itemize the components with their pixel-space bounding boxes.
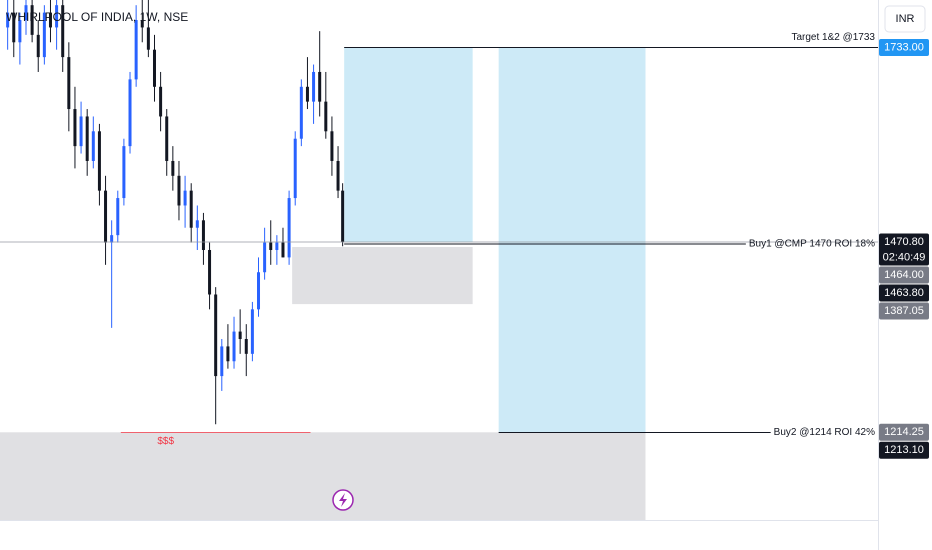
annotation-label: Buy1 @CMP 1470 ROI 18% [749, 239, 875, 250]
price-label: 1470.80 [884, 236, 924, 248]
candle-body [183, 190, 187, 206]
candle-body [171, 160, 175, 176]
candle-body [24, 5, 28, 21]
liquidity-label: $$$ [157, 436, 174, 447]
price-label-box [879, 38, 929, 56]
candle-body [324, 101, 328, 132]
candle-body [42, 12, 46, 58]
candle-body [341, 190, 345, 242]
price-label: 1733.00 [884, 41, 924, 53]
candle-body [263, 242, 267, 273]
candle-body [208, 249, 212, 295]
candle-body [140, 20, 144, 28]
price-label: 1464.00 [884, 269, 924, 281]
zone [0, 432, 646, 520]
candle-body [128, 79, 132, 147]
candle-body [189, 190, 193, 228]
price-label-box [879, 441, 929, 459]
candle-body [275, 242, 279, 250]
candle-body [104, 190, 108, 243]
candle-body [336, 160, 340, 191]
candle-body [226, 346, 230, 362]
candle-body [281, 242, 285, 258]
candle-body [232, 331, 236, 362]
price-label: 1213.10 [884, 444, 924, 456]
candle-body [299, 86, 303, 139]
candle-body [305, 86, 309, 102]
candle-body [195, 220, 199, 228]
candle-body [12, 12, 16, 43]
candle-body [18, 20, 22, 43]
candle-body [73, 109, 77, 147]
candle-body [134, 20, 138, 80]
candle-body [287, 198, 291, 258]
candle-body [79, 116, 83, 147]
price-label: 1214.25 [884, 426, 924, 438]
candle-body [146, 27, 150, 50]
axes: 1733.00 1470.80 02:40:49 1464.00 1463.80 1387… [879, 38, 929, 459]
candle-body [220, 346, 224, 377]
price-label: 1387.05 [884, 305, 924, 317]
price-label-box [879, 284, 929, 302]
annotations: $$$ Target 1&2 @1733 Buy1 @CMP 1470 ROI 18… [0, 32, 878, 447]
candle-body [165, 116, 169, 161]
candle-body [48, 12, 52, 28]
lightning-icon[interactable] [332, 489, 354, 511]
candle-body [201, 220, 205, 250]
zone [344, 47, 473, 242]
candle-body [250, 309, 254, 354]
price-label-box [879, 423, 929, 441]
chart-title: WHIRLPOOL OF INDIA, 1W, NSE [6, 10, 188, 24]
candles [6, 0, 345, 425]
candle-body [238, 331, 242, 340]
zones [0, 47, 646, 520]
candle-body [61, 5, 65, 58]
candle-body [36, 34, 40, 58]
zone [292, 247, 473, 305]
price-label-box [879, 302, 929, 320]
candle-body [30, 5, 34, 35]
price-label-box [879, 233, 929, 266]
currency-button[interactable] [884, 5, 926, 33]
candle-body [269, 242, 273, 250]
candle-body [244, 339, 248, 354]
candle-body [312, 71, 316, 102]
candle-body [122, 146, 126, 199]
candle-body [97, 131, 101, 191]
candle-body [110, 235, 114, 243]
candle-body [177, 175, 181, 206]
candle-body [159, 86, 163, 117]
candle-body [116, 198, 120, 236]
price-label: 1463.80 [884, 287, 924, 299]
candle-body [91, 131, 95, 161]
candle-body [318, 71, 322, 102]
price-label-box [879, 266, 929, 284]
annotation-label: Target 1&2 @1733 [791, 32, 875, 43]
candle-body [214, 294, 218, 377]
candle-body [330, 131, 334, 161]
zone [498, 47, 646, 433]
candle-body [55, 5, 59, 28]
annotation-label: Buy2 @1214 ROI 42% [774, 427, 875, 438]
currency[interactable]: INR [896, 13, 915, 25]
price-countdown: 02:40:49 [883, 251, 926, 263]
candle-body [85, 116, 89, 161]
candle-body [67, 57, 71, 110]
candle-body [257, 272, 261, 310]
candle-body [152, 49, 156, 87]
candle-body [293, 138, 297, 199]
candle-body [6, 12, 10, 28]
